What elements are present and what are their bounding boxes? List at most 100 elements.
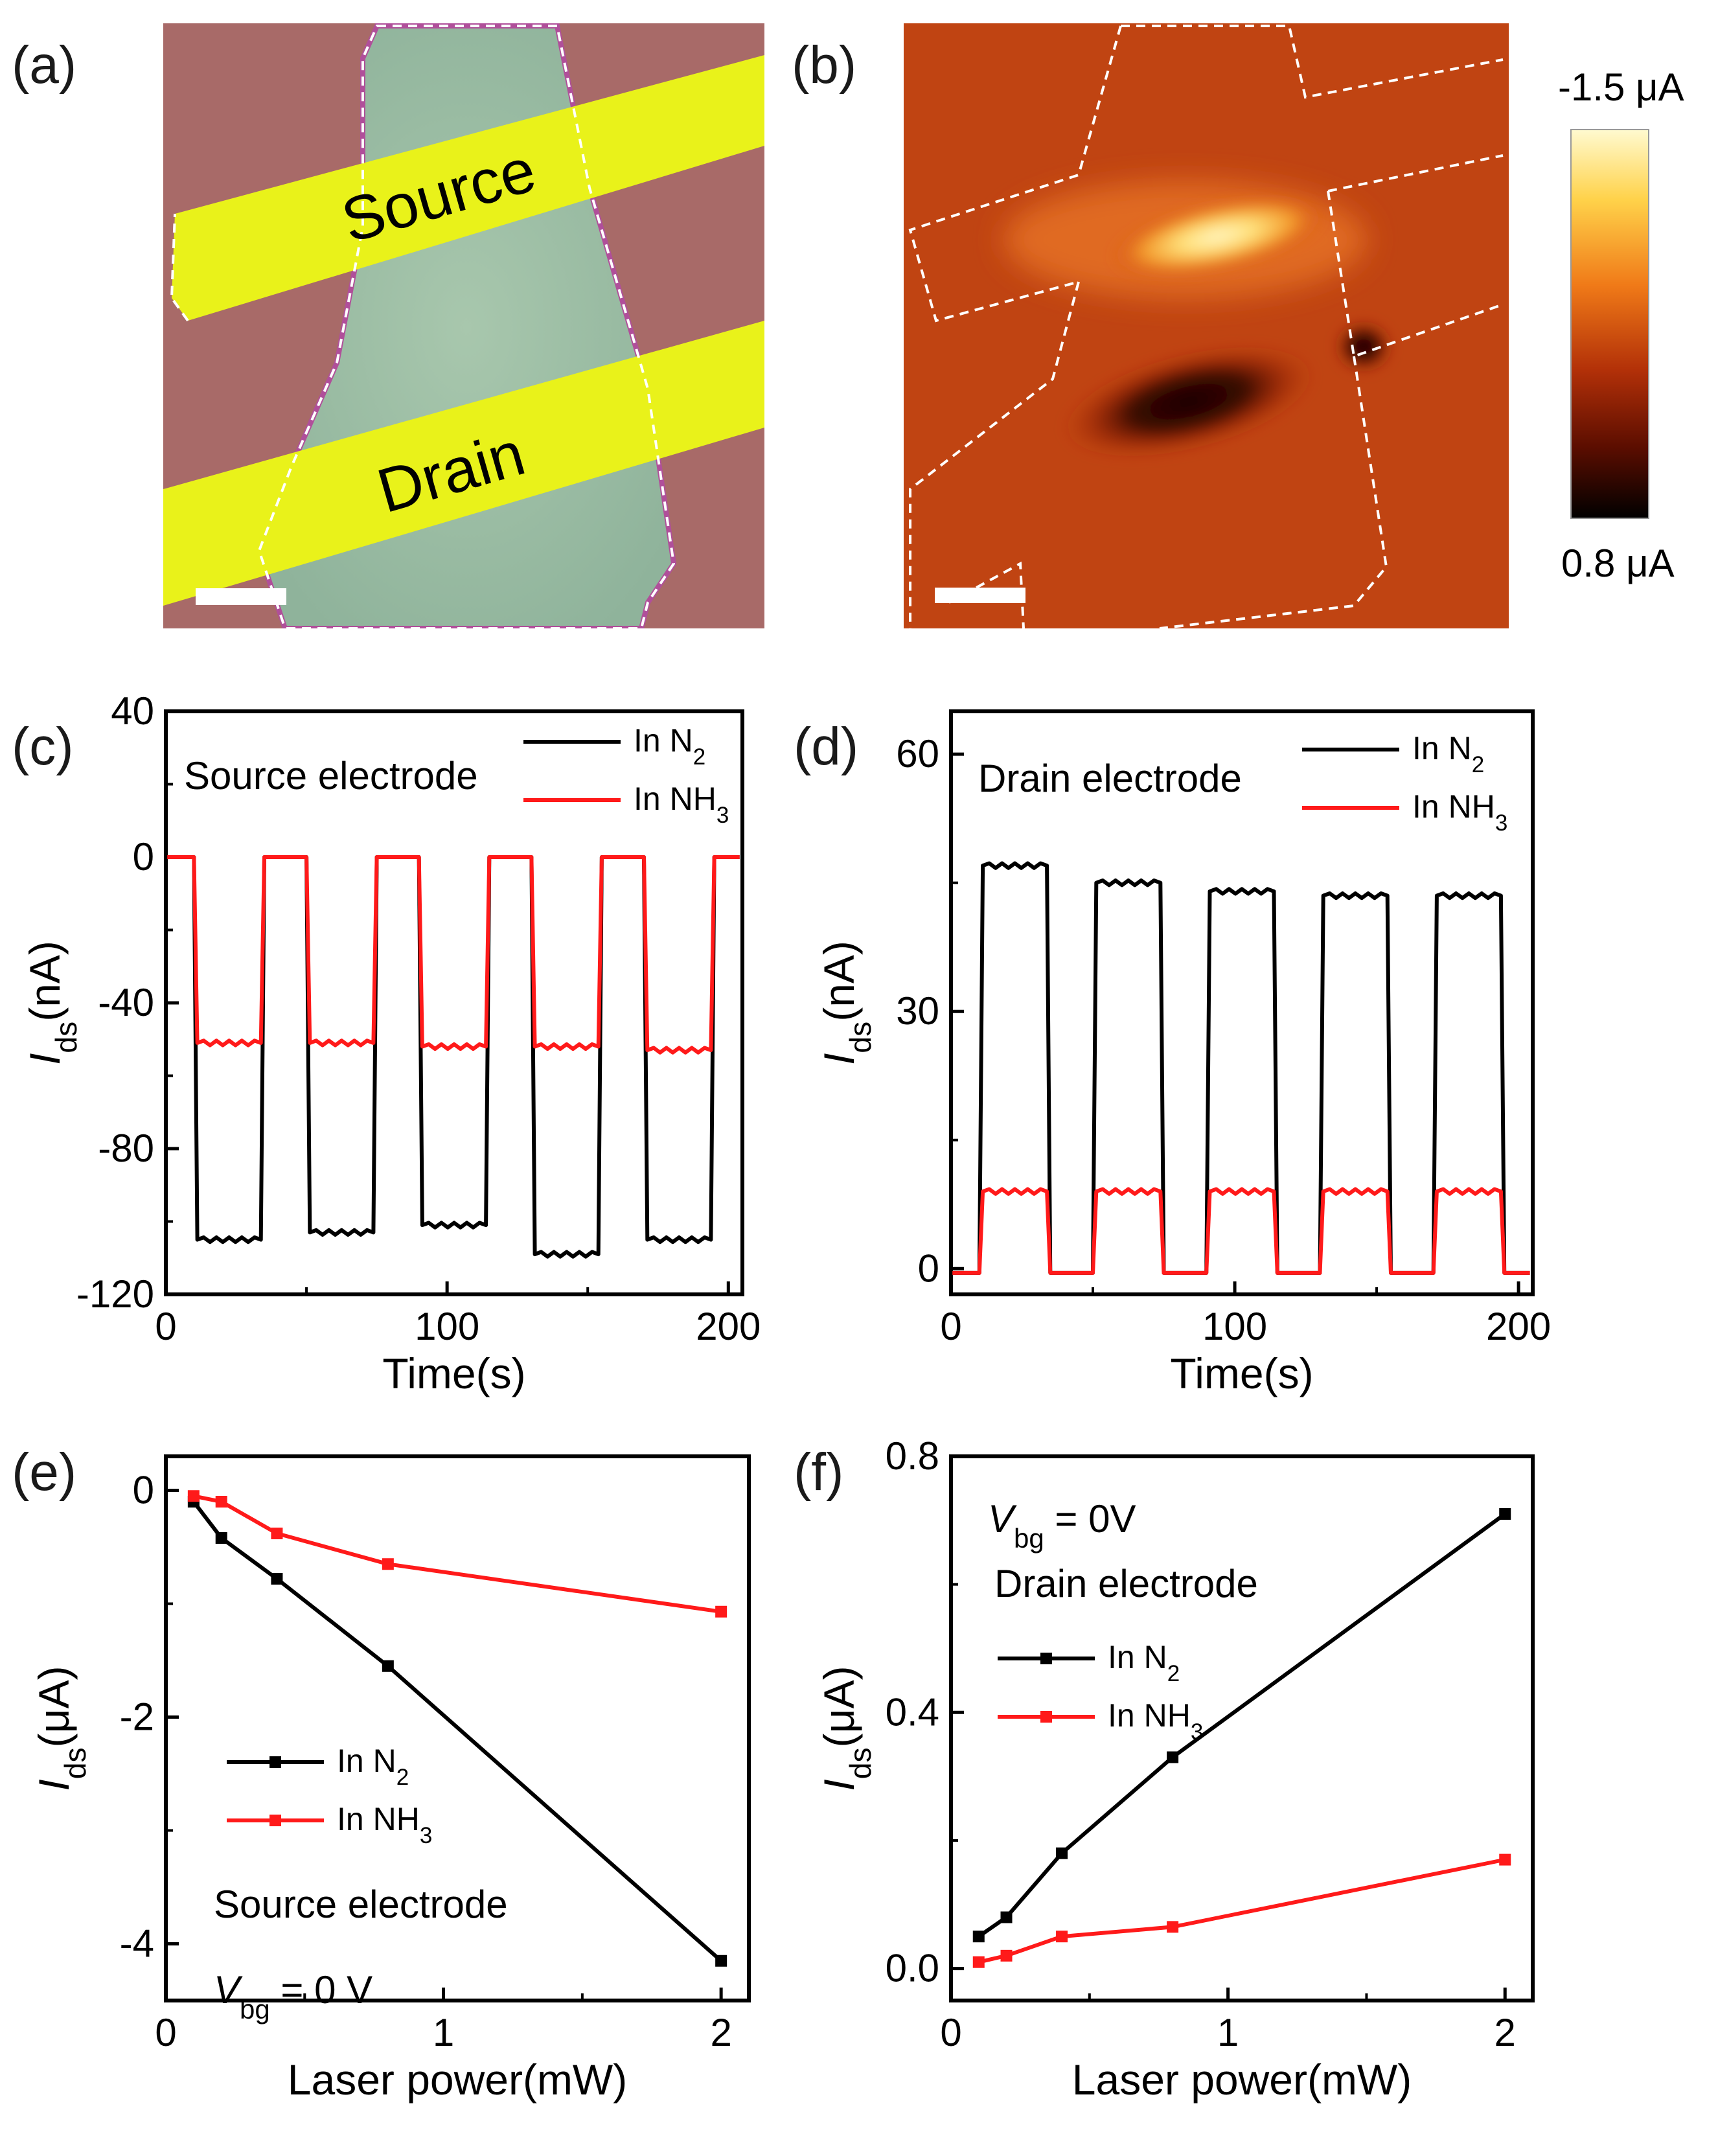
- x-tick-label: 0: [155, 1305, 176, 1348]
- chart-f: (f) 0 1 2 0.0 0.4 0.8 Laser power(mW) Ids(μA) Dra…: [794, 1434, 1535, 2104]
- x-axis-label: Laser power(mW): [288, 2056, 627, 2104]
- panel-e-label: (e): [12, 1443, 76, 1502]
- legend-label: In N2: [1412, 730, 1484, 777]
- line-charts: (c)0 100 200-120-80-40040Time(s)Ids(nA)Sou…: [12, 689, 1551, 2104]
- y-tick-label: 0: [133, 835, 154, 878]
- colorbar-max-label: -1.5 μA: [1558, 65, 1684, 109]
- y-tick-label: -4: [120, 1922, 154, 1966]
- series-nh3-point: [1499, 1853, 1511, 1866]
- y-axis-label: Ids(μA): [815, 1666, 877, 1791]
- x-tick-label: 0: [940, 2011, 961, 2054]
- series-n2-point: [972, 1931, 985, 1943]
- x-tick-label: 100: [1202, 1305, 1267, 1348]
- legend: In N2 In NH3: [1302, 730, 1507, 836]
- series-nh3-point: [187, 1490, 200, 1502]
- legend-label: In NH3: [337, 1801, 432, 1848]
- plot-frame: [949, 709, 1535, 1296]
- panel-b-photocurrent-map: (b) -1.5 μA 0.8 μA: [792, 23, 1684, 628]
- panel-f-label: (f): [794, 1443, 843, 1502]
- electrode-annotation: Source electrode: [184, 754, 478, 797]
- series-n2-point: [715, 1955, 727, 1967]
- series-nh3-point: [715, 1605, 727, 1618]
- colorbar: [1570, 129, 1649, 519]
- series-n2-point: [1167, 1751, 1179, 1763]
- series-n2-point: [215, 1532, 227, 1544]
- legend: In N2 In NH3: [227, 1743, 432, 1848]
- series-n2-point: [1056, 1847, 1068, 1859]
- series-n2-point: [271, 1573, 283, 1585]
- x-tick-label: 200: [1486, 1305, 1551, 1348]
- legend-marker: [269, 1756, 281, 1768]
- series-n2-point: [382, 1660, 394, 1672]
- x-tick-label: 0: [940, 1305, 961, 1348]
- y-axis-label: Ids(nA): [815, 941, 877, 1065]
- series-nh3-point: [271, 1528, 283, 1539]
- series-nh3-line: [952, 1187, 1530, 1275]
- electrode-annotation: Drain electrode: [994, 1562, 1258, 1605]
- y-axis-label: Ids(μA): [30, 1666, 92, 1791]
- y-tick-label: -2: [120, 1695, 154, 1739]
- y-tick-label: 0: [918, 1246, 939, 1290]
- vbg-annotation: Vbg = 0V: [988, 1497, 1136, 1554]
- series-nh3-line: [193, 1494, 722, 1614]
- series-nh3-point: [972, 1956, 985, 1968]
- series-nh3-point: [215, 1496, 227, 1508]
- legend-label: In N2: [1108, 1639, 1180, 1686]
- flake-outline: [257, 25, 676, 628]
- scale-bar: [935, 588, 1025, 603]
- series-nh3-point: [1167, 1921, 1179, 1933]
- series-nh3-point: [1056, 1931, 1068, 1943]
- y-tick-label: 0.8: [886, 1434, 939, 1478]
- legend-marker: [269, 1815, 281, 1826]
- x-tick-label: 100: [415, 1305, 479, 1348]
- legend-label: In N2: [337, 1743, 409, 1790]
- map-background: [904, 23, 1509, 628]
- x-axis-label: Time(s): [1170, 1349, 1313, 1397]
- chart-e: (e) 0 1 2 -4 -2 0 Laser power(mW) Ids(μA) Source …: [12, 1443, 751, 2104]
- x-axis-label: Laser power(mW): [1072, 2056, 1412, 2104]
- legend-marker: [1040, 1653, 1052, 1664]
- legend-label: In NH3: [1108, 1697, 1203, 1745]
- y-tick-label: 60: [896, 732, 939, 775]
- y-tick-label: 40: [111, 689, 154, 733]
- series-nh3-line: [167, 855, 740, 1055]
- y-tick-label: 0.0: [886, 1947, 939, 1990]
- legend: In N2 In NH3: [523, 722, 729, 828]
- chart-d: (d) 0 100 200 0 30 60 Time(s) Ids(nA) Drain elect…: [794, 709, 1551, 1397]
- series-nh3-line: [978, 1857, 1506, 1964]
- series-n2-line: [167, 855, 740, 1259]
- panel-a-micrograph: (a) Source Drain: [12, 23, 764, 628]
- chart-c: (c) 0 100 200 -120 -80 -40 0 40 Time(s) Ids(nA) Sou…: [12, 689, 761, 1397]
- panel-b-label: (b): [792, 36, 856, 95]
- colorbar-min-label: 0.8 μA: [1561, 542, 1675, 585]
- vbg-annotation: Vbg = 0 V: [214, 1968, 372, 2024]
- electrode-annotation: Source electrode: [214, 1883, 508, 1926]
- y-tick-label: -80: [98, 1127, 154, 1170]
- electrode-annotation: Drain electrode: [978, 757, 1242, 800]
- legend-label: In N2: [634, 722, 705, 770]
- x-tick-label: 1: [1217, 2011, 1239, 2054]
- y-tick-label: 30: [896, 989, 939, 1033]
- x-axis-label: Time(s): [382, 1349, 525, 1397]
- x-tick-label: 2: [710, 2011, 731, 2054]
- legend: In N2 In NH3: [998, 1639, 1203, 1745]
- legend-label: In NH3: [634, 781, 729, 828]
- map-outlines: [908, 25, 1504, 628]
- x-tick-label: 2: [1495, 2011, 1516, 2054]
- y-axis-label: Ids(nA): [21, 941, 83, 1065]
- x-tick-label: 200: [696, 1305, 761, 1348]
- series-n2-point: [1499, 1508, 1511, 1520]
- scale-bar: [196, 588, 286, 605]
- y-tick-label: 0.4: [886, 1690, 939, 1734]
- y-tick-label: -120: [76, 1272, 154, 1316]
- series-nh3-point: [382, 1558, 394, 1570]
- panel-d-label: (d): [794, 717, 858, 776]
- dark-spot: [1062, 345, 1315, 459]
- bright-spot: [1110, 196, 1326, 277]
- plot-frame: [164, 1454, 751, 2002]
- x-tick-label: 1: [433, 2011, 454, 2054]
- legend-marker: [1040, 1711, 1052, 1723]
- drain-electrode: [163, 321, 764, 606]
- y-tick-label: -40: [98, 981, 154, 1024]
